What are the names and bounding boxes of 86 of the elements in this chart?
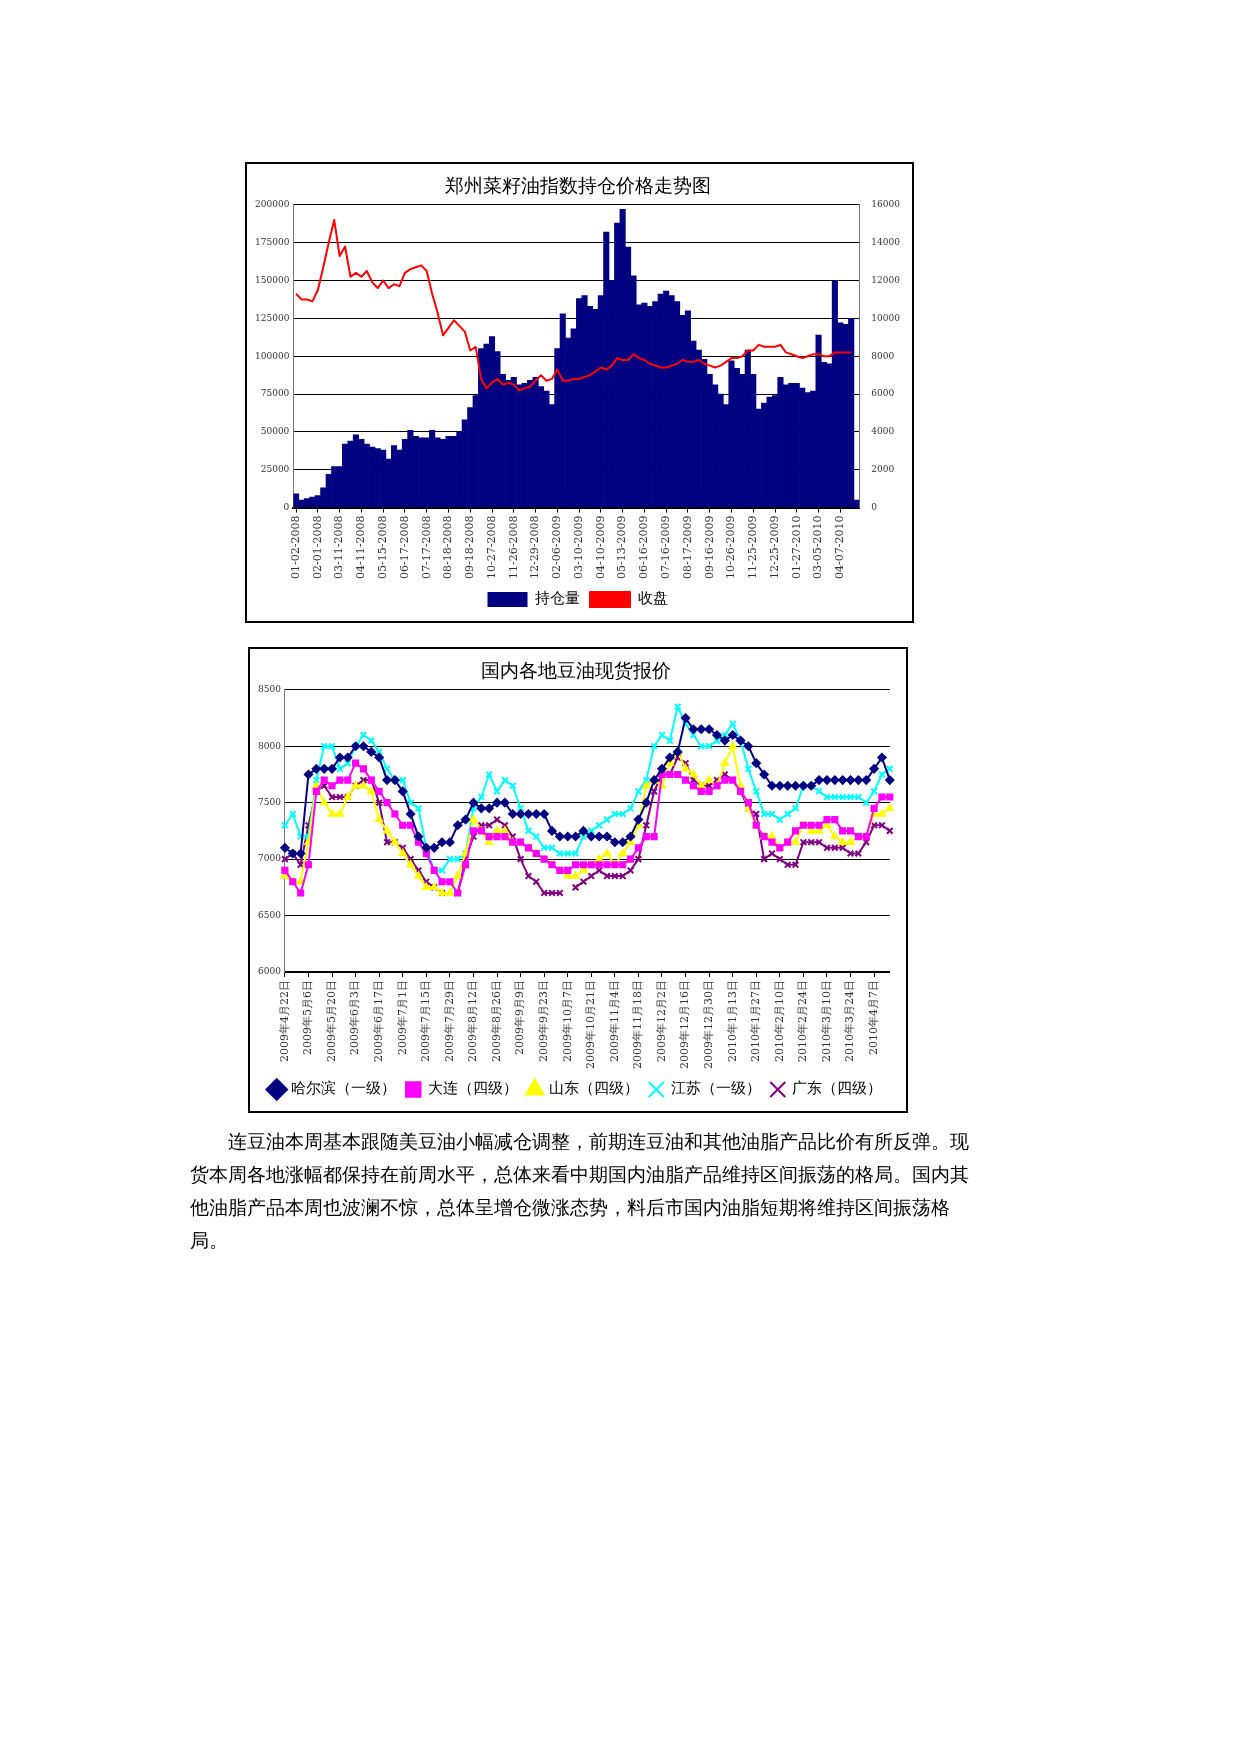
x-tick-label: 2009年12月30日 [701, 980, 715, 1070]
x-tick-label: 06-17-2008 [397, 515, 411, 579]
x-tick-label: 2010年4月7日 [866, 980, 880, 1056]
x-tick-label: 2009年7月1日 [395, 980, 409, 1056]
y2-tick-label: 10000 [871, 312, 901, 323]
y-tick-label: 150000 [255, 274, 290, 285]
x-tick-label: 2009年5月20日 [324, 980, 338, 1063]
text: 连豆油本周基本跟随美豆油小幅减仓调整，前期连豆油和其他油脂产品比价有所反弹。现货本周各地涨幅都保持在前周水平，总体来看中期国内油脂产品维持区间振荡的格局。国内其他油脂产品本周也波澜不惊，总体呈增仓微涨态势，料后市国内油脂短期将维持区间振荡格局。 [190, 1129, 970, 1253]
y2-tick-label: 16000 [871, 199, 901, 210]
x-tick-label: 05-15-2008 [376, 515, 390, 579]
x-tick-label: 08-17-2009 [680, 515, 694, 579]
x-tick-label: 2009年12月16日 [678, 980, 692, 1070]
y-tick-label: 6500 [258, 909, 282, 920]
y-tick-label: 7500 [258, 797, 282, 808]
y-tick-label: 25000 [260, 464, 290, 475]
x-tick-label: 2009年6月3日 [348, 980, 362, 1056]
y-tick-label: 75000 [260, 388, 290, 399]
x-tick-label: 2009年5月6日 [301, 980, 315, 1056]
x-tick-label: 02-01-2008 [310, 515, 324, 579]
y2-tick-label: 2000 [871, 464, 895, 475]
x-tick-label: 12-25-2009 [767, 515, 781, 579]
y-tick-label: 0 [283, 501, 290, 512]
x-tick-label: 11-26-2008 [506, 515, 520, 579]
x-tick-label: 03-11-2008 [332, 515, 346, 579]
y-tick-label: 8000 [258, 740, 282, 751]
x-tick-label: 2009年9月9日 [513, 980, 527, 1056]
legend-label: 广东（四级） [792, 1079, 883, 1098]
x-tick-label: 2010年2月10日 [772, 980, 786, 1063]
y2-tick-label: 14000 [871, 236, 901, 247]
y-tick-label: 100000 [255, 350, 290, 361]
x-tick-label: 01-27-2010 [789, 515, 803, 579]
x-tick-label: 2009年12月2日 [654, 980, 668, 1063]
y2-tick-label: 4000 [871, 426, 895, 437]
legend-label: 收盘 [637, 589, 668, 608]
x-tick-label: 11-25-2009 [746, 515, 760, 579]
x-tick-label: 2009年6月17日 [372, 980, 386, 1063]
y2-tick-label: 6000 [871, 388, 895, 399]
x-tick-label: 2009年8月26日 [489, 980, 503, 1063]
x-tick-label: 04-07-2010 [833, 515, 847, 579]
x-tick-label: 2010年1月13日 [725, 980, 739, 1063]
x-tick-label: 2010年3月24日 [843, 980, 857, 1063]
y-tick-label: 50000 [260, 426, 290, 437]
x-tick-label: 2010年1月27日 [749, 980, 763, 1063]
x-tick-label: 07-17-2008 [419, 515, 433, 579]
y-tick-label: 125000 [255, 312, 290, 323]
x-tick-label: 2009年10月7日 [560, 980, 574, 1063]
x-tick-label: 03-05-2010 [811, 515, 825, 579]
x-tick-label: 09-16-2009 [702, 515, 716, 579]
x-tick-label: 09-18-2008 [463, 515, 477, 579]
x-tick-label: 10-27-2008 [484, 515, 498, 579]
legend-label: 哈尔滨（一级） [291, 1079, 397, 1098]
x-tick-label: 2010年2月24日 [796, 980, 810, 1063]
x-tick-label: 2010年3月10日 [819, 980, 833, 1063]
x-tick-label: 2009年11月4日 [607, 980, 621, 1063]
x-tick-label: 2009年11月18日 [631, 980, 645, 1070]
chart-title: 郑州菜籽油指数持仓价格走势图 [444, 174, 711, 197]
legend-label: 持仓量 [535, 589, 580, 608]
y-tick-label: 175000 [255, 236, 290, 247]
x-tick-label: 12-29-2008 [528, 515, 542, 579]
x-tick-label: 2009年4月22日 [277, 980, 291, 1063]
legend-label: 江苏（一级） [670, 1079, 761, 1098]
x-tick-label: 2009年10月21日 [584, 980, 598, 1070]
x-tick-label: 02-06-2009 [550, 515, 564, 579]
x-tick-label: 10-26-2009 [724, 515, 738, 579]
y-tick-label: 6000 [258, 966, 282, 977]
x-tick-label: 2009年7月29日 [442, 980, 456, 1063]
y-tick-label: 200000 [255, 199, 290, 210]
x-tick-label: 04-11-2008 [354, 515, 368, 579]
x-tick-label: 2009年8月12日 [466, 980, 480, 1063]
x-tick-label: 05-13-2009 [615, 515, 629, 579]
x-tick-label: 2009年7月15日 [419, 980, 433, 1063]
y2-tick-label: 0 [871, 501, 878, 512]
x-tick-label: 2009年9月23日 [537, 980, 550, 1063]
x-tick-label: 08-18-2008 [441, 515, 455, 579]
x-tick-label: 04-10-2009 [593, 515, 607, 579]
legend-label: 山东（四级） [549, 1079, 640, 1098]
x-tick-label: 06-16-2009 [637, 515, 651, 579]
x-tick-label: 07-16-2009 [659, 515, 673, 579]
y2-tick-label: 12000 [871, 274, 901, 285]
y-tick-label: 8500 [258, 684, 282, 695]
y2-tick-label: 8000 [871, 350, 895, 361]
chart-title: 国内各地豆油现货报价 [481, 659, 671, 682]
y-tick-label: 7000 [258, 853, 282, 864]
x-tick-label: 01-02-2008 [288, 515, 302, 579]
x-tick-label: 03-10-2009 [571, 515, 585, 579]
legend-label: 大连（四级） [427, 1079, 518, 1098]
